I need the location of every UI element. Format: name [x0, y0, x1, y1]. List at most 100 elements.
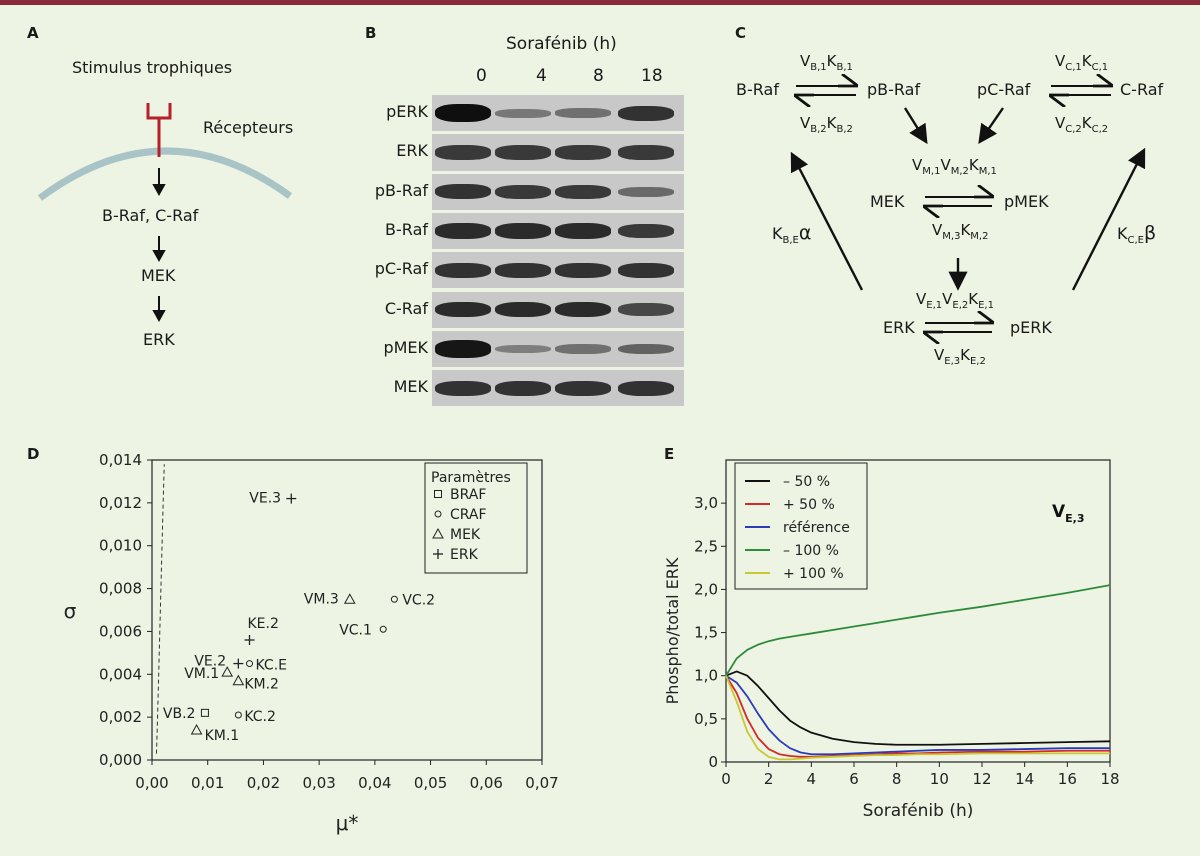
point-label: VC.2: [402, 592, 435, 608]
data-point: VC.2: [390, 592, 435, 608]
series-line: [725, 670, 1111, 746]
x-tick-label: 18: [1100, 770, 1119, 788]
y-tick-label: 0,014: [99, 451, 142, 469]
legend-entry-label: – 50 %: [783, 474, 830, 490]
reference-dashed-line: [155, 464, 165, 754]
blot-band: [555, 344, 611, 354]
legend-entry: ERK: [433, 547, 479, 563]
panel-label-e: E: [664, 445, 675, 463]
blot-label: pB-Raf: [374, 180, 428, 200]
x-tick-label: 0,07: [525, 774, 558, 792]
blot-row-erk: [432, 134, 684, 171]
blot-label: MEK: [393, 377, 428, 397]
blot-band: [435, 104, 491, 123]
point-label: VE.3: [249, 491, 281, 507]
x-tick-label: 8: [892, 770, 902, 788]
blot-band: [555, 184, 611, 199]
blot-band: [495, 108, 551, 118]
legend-entry-label: – 100 %: [783, 543, 839, 559]
blot-band: [618, 105, 674, 121]
y-tick-label: 1,0: [694, 667, 718, 685]
data-point: KC.2: [234, 709, 276, 725]
legend-entry: – 100 %: [745, 543, 839, 559]
blot-row-pb-raf: [432, 173, 684, 210]
time-4: 4: [536, 66, 547, 86]
feedback-kce-beta: KC,Eβ: [1117, 222, 1157, 247]
data-point: VM.1: [184, 666, 234, 682]
node-pbraf: pB-Raf: [867, 80, 921, 99]
y-tick-label: 0,000: [99, 751, 142, 769]
blot-label: pERK: [386, 102, 428, 121]
legend-entry-label: + 100 %: [783, 566, 844, 582]
rate-vc1-kc1: VC,1KC,1: [1055, 52, 1109, 73]
step-mek: MEK: [141, 266, 176, 285]
blot-band: [618, 223, 674, 239]
point-label: KM.1: [205, 728, 240, 744]
point-label: KC.2: [244, 709, 276, 725]
blot-band: [435, 145, 491, 160]
x-tick-label: 0,04: [358, 774, 391, 792]
blot-band: [495, 184, 551, 199]
blot-band: [495, 262, 551, 278]
blot-row-pmek: [432, 330, 684, 368]
node-erk: ERK: [883, 318, 915, 337]
x-tick-label: 0,02: [247, 774, 280, 792]
x-axis-label: μ*: [336, 811, 359, 835]
y-tick-label: 0,004: [99, 665, 142, 683]
stimulus-label: Stimulus trophiques: [72, 58, 233, 77]
x-tick-label: 0,06: [470, 774, 503, 792]
data-point: VC.1: [339, 622, 387, 638]
point-label: KE.2: [248, 616, 279, 632]
circle-marker: [434, 510, 442, 518]
legend-entry-label: + 50 %: [783, 497, 835, 513]
step-erk: ERK: [143, 330, 175, 349]
y-tick-label: 2,5: [694, 537, 718, 555]
square-marker: [200, 708, 209, 717]
data-point: VE.3: [249, 491, 297, 507]
panel-label-a: A: [27, 24, 39, 42]
point-label: VB.2: [163, 706, 196, 722]
y-axis-label: σ: [64, 599, 77, 623]
data-point: VM.3: [304, 591, 356, 607]
legend-entry-label: MEK: [450, 527, 481, 543]
blot-band: [495, 344, 551, 354]
x-tick-label: 0,01: [191, 774, 224, 792]
y-tick-label: 0,008: [99, 580, 142, 598]
blot-band: [618, 145, 674, 160]
y-tick-label: 0,010: [99, 537, 142, 555]
time-0: 0: [476, 66, 487, 86]
panel-label-c: C: [735, 24, 747, 42]
blot-band: [618, 380, 674, 396]
x-tick-label: 2: [764, 770, 774, 788]
legend-entry: – 50 %: [745, 474, 830, 490]
circle-marker: [390, 595, 398, 603]
point-label: VM.3: [304, 591, 339, 607]
legend-entry-label: CRAF: [450, 507, 487, 523]
blot-band: [435, 301, 491, 318]
rate-vm3-km2: VM,3KM,2: [932, 221, 989, 242]
blot-band: [435, 223, 491, 239]
circle-marker: [234, 711, 242, 719]
point-label: VM.1: [184, 666, 219, 682]
data-point: VE.2: [194, 654, 244, 670]
blot-row-b-raf: [432, 212, 684, 250]
blot-band: [555, 145, 611, 160]
plot-frame: [151, 459, 543, 761]
triangle-marker: [221, 666, 234, 677]
point-label: KC.E: [256, 658, 288, 674]
node-craf: C-Raf: [1120, 80, 1164, 99]
x-tick-label: 14: [1015, 770, 1034, 788]
data-point: KM.2: [232, 674, 279, 693]
membrane-arc: [37, 147, 293, 201]
triangle-marker: [432, 527, 444, 539]
blot-band: [435, 184, 491, 200]
pathway-arrows: [152, 168, 166, 323]
blot-row-pc-raf: [432, 252, 684, 289]
blot-band: [555, 223, 611, 239]
reaction-harpoons: [796, 86, 1111, 332]
y-tick-label: 0,012: [99, 494, 142, 512]
